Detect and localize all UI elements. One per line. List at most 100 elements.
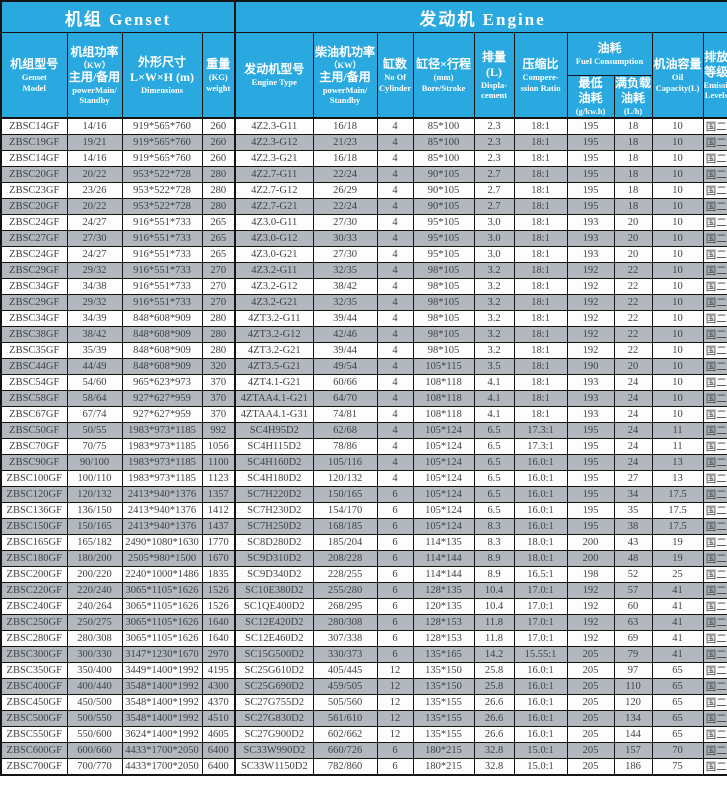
- cell-bore-stroke: 135*165: [412, 646, 475, 663]
- table-row: ZBSC34GF 34/38 916*551*733 270 4Z3.2-G12 38/4…: [0, 278, 727, 295]
- header-line: (L/h): [623, 106, 643, 117]
- cell-engine-type: 4Z2.7-G11: [234, 166, 314, 183]
- header-line: No Of: [384, 72, 407, 83]
- cell-emission: 国二: [702, 502, 727, 519]
- cell-genset-power: 450/500: [66, 694, 123, 711]
- table-row: ZBSC58GF 58/64 927*627*959 370 4ZTAA4.1-G21 6…: [0, 390, 727, 407]
- cell-full-load-fuel: 20: [613, 246, 653, 263]
- cell-model: ZBSC180GF: [0, 550, 68, 567]
- cell-cylinders: 6: [376, 742, 414, 759]
- cell-displacement: 3.0: [473, 246, 515, 263]
- table-row: ZBSC23GF 23/26 953*522*728 280 4Z2.7-G12 26/2…: [0, 182, 727, 199]
- cell-genset-power: 27/30: [66, 230, 123, 247]
- cell-bore-stroke: 98*105: [412, 326, 475, 343]
- cell-full-load-fuel: 48: [613, 550, 653, 567]
- cell-dimensions: 848*608*909: [121, 342, 203, 359]
- cell-bore-stroke: 180*215: [412, 742, 475, 759]
- cell-cylinders: 4: [376, 246, 414, 263]
- cell-emission: 国二: [702, 262, 727, 279]
- cell-engine-type: 4Z3.2-G21: [234, 294, 314, 311]
- cell-engine-power: 120/132: [312, 470, 378, 487]
- table-row: ZBSC29GF 29/32 916*551*733 270 4Z3.2-G11 32/3…: [0, 262, 727, 279]
- cell-genset-power: 67/74: [66, 406, 123, 423]
- cell-bore-stroke: 105*115: [412, 358, 475, 375]
- cell-genset-power: 20/22: [66, 166, 123, 183]
- cell-cylinders: 4: [376, 390, 414, 407]
- cell-oil-capacity: 19: [651, 534, 704, 551]
- table-row: ZBSC100GF 100/110 1983*973*1185 1123 SC4H180…: [0, 470, 727, 487]
- cell-min-fuel: 195: [566, 438, 615, 455]
- engine-group-header: 发动机 Engine: [234, 0, 727, 33]
- cell-min-fuel: 205: [566, 758, 615, 776]
- table-row: ZBSC50GF 50/55 1983*973*1185 992 SC4H95D2 62/…: [0, 422, 727, 439]
- cell-full-load-fuel: 22: [613, 294, 653, 311]
- cell-compression: 17.0:1: [513, 614, 568, 631]
- cell-displacement: 3.2: [473, 294, 515, 311]
- cell-emission: 国二: [702, 630, 727, 647]
- cell-emission: 国二: [702, 150, 727, 167]
- cell-model: ZBSC24GF: [0, 246, 68, 263]
- cell-engine-type: 4Z3.0-G11: [234, 214, 314, 231]
- cell-model: ZBSC350GF: [0, 662, 68, 679]
- header-line: 油耗: [578, 91, 603, 106]
- cell-genset-power: 350/400: [66, 662, 123, 679]
- cell-compression: 16.0:1: [513, 678, 568, 695]
- cell-dimensions: 3449*1400*1992: [121, 662, 203, 679]
- cell-min-fuel: 192: [566, 630, 615, 647]
- cell-model: ZBSC44GF: [0, 358, 68, 375]
- cell-model: ZBSC27GF: [0, 230, 68, 247]
- cell-full-load-fuel: 20: [613, 358, 653, 375]
- cell-emission: 国二: [702, 598, 727, 615]
- cell-engine-type: SC4H115D2: [234, 438, 314, 455]
- cell-emission: 国二: [702, 134, 727, 151]
- cell-genset-power: 150/165: [66, 518, 123, 535]
- header-line: Genset: [21, 72, 47, 83]
- header-model: 机组型号 Genset Model: [0, 32, 68, 119]
- cell-genset-power: 300/330: [66, 646, 123, 663]
- cell-engine-type: 4Z2.3-G12: [234, 134, 314, 151]
- cell-cylinders: 4: [376, 182, 414, 199]
- cell-dimensions: 919*565*760: [121, 117, 203, 135]
- cell-compression: 15.0:1: [513, 758, 568, 776]
- cell-compression: 17.0:1: [513, 598, 568, 615]
- cell-dimensions: 916*551*733: [121, 230, 203, 247]
- cell-cylinders: 4: [376, 438, 414, 455]
- cell-emission: 国二: [702, 726, 727, 743]
- cell-dimensions: 927*627*959: [121, 390, 203, 407]
- cell-compression: 18:1: [513, 326, 568, 343]
- cell-displacement: 2.7: [473, 198, 515, 215]
- cell-cylinders: 6: [376, 614, 414, 631]
- cell-full-load-fuel: 18: [613, 166, 653, 183]
- cell-weight: 4300: [201, 678, 236, 695]
- cell-dimensions: 965*623*973: [121, 374, 203, 391]
- header-line: L×W×H (m): [129, 69, 194, 84]
- cell-full-load-fuel: 34: [613, 486, 653, 503]
- cell-displacement: 11.8: [473, 614, 515, 631]
- cell-dimensions: 3147*1230*1670: [121, 646, 203, 663]
- header-line: Engine Type: [251, 77, 297, 88]
- table-row: ZBSC200GF 200/220 2240*1000*1486 1835 SC9D34…: [0, 566, 727, 583]
- cell-engine-type: 4ZT3.2-G11: [234, 310, 314, 327]
- cell-engine-power: 16/18: [312, 117, 378, 135]
- cell-genset-power: 136/150: [66, 502, 123, 519]
- cell-dimensions: 927*627*959: [121, 406, 203, 423]
- cell-compression: 17.0:1: [513, 630, 568, 647]
- cell-engine-type: 4ZT3.2-G12: [234, 326, 314, 343]
- cell-weight: 280: [201, 342, 236, 359]
- cell-full-load-fuel: 120: [613, 694, 653, 711]
- header-line: 重量: [206, 57, 231, 72]
- cell-oil-capacity: 10: [651, 326, 704, 343]
- cell-bore-stroke: 90*105: [412, 166, 475, 183]
- cell-min-fuel: 195: [566, 486, 615, 503]
- table-row: ZBSC20GF 20/22 953*522*728 280 4Z2.7-G11 22/2…: [0, 166, 727, 183]
- cell-weight: 1412: [201, 502, 236, 519]
- cell-full-load-fuel: 27: [613, 470, 653, 487]
- cell-compression: 16.0:1: [513, 486, 568, 503]
- cell-full-load-fuel: 24: [613, 438, 653, 455]
- header-bore-stroke: 缸径×行程 (mm) Bore/Stroke: [412, 32, 475, 119]
- cell-compression: 15.0:1: [513, 742, 568, 759]
- header-engine-type: 发动机型号 Engine Type: [234, 32, 314, 119]
- cell-oil-capacity: 10: [651, 374, 704, 391]
- cell-engine-power: 21/23: [312, 134, 378, 151]
- cell-dimensions: 848*608*909: [121, 326, 203, 343]
